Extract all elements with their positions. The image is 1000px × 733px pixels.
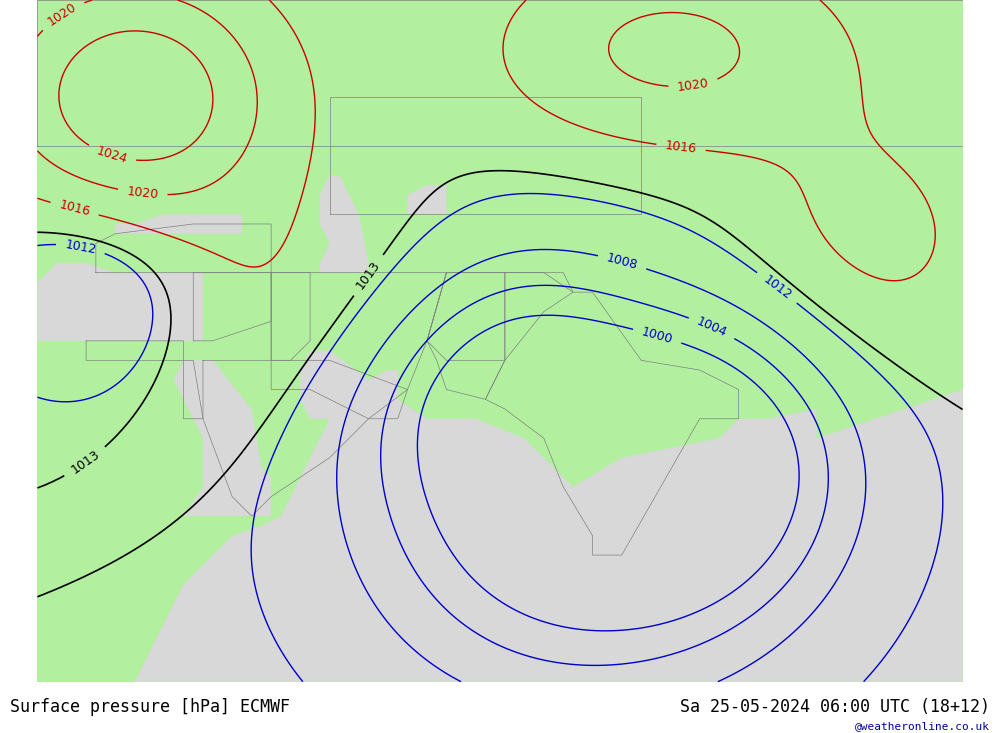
Polygon shape <box>135 389 963 682</box>
Text: 1008: 1008 <box>605 251 639 272</box>
Text: 1013: 1013 <box>69 448 102 477</box>
Polygon shape <box>407 185 446 214</box>
Text: Sa 25-05-2024 06:00 UTC (18+12): Sa 25-05-2024 06:00 UTC (18+12) <box>680 699 990 716</box>
Text: 1000: 1000 <box>640 325 674 346</box>
Text: 1012: 1012 <box>64 237 97 256</box>
Text: Surface pressure [hPa] ECMWF: Surface pressure [hPa] ECMWF <box>10 699 290 716</box>
Polygon shape <box>300 350 398 419</box>
Text: 1013: 1013 <box>354 259 383 292</box>
Polygon shape <box>115 214 242 234</box>
Text: Surface pressure [hPa] ECMWF: Surface pressure [hPa] ECMWF <box>10 699 290 716</box>
Text: @weatheronline.co.uk: @weatheronline.co.uk <box>855 721 990 731</box>
Polygon shape <box>622 409 816 584</box>
Text: 1020: 1020 <box>45 0 79 29</box>
Polygon shape <box>320 175 369 273</box>
Text: 1020: 1020 <box>677 77 710 94</box>
Text: 1020: 1020 <box>126 185 159 202</box>
Text: 1016: 1016 <box>665 139 697 156</box>
Text: 1012: 1012 <box>760 273 794 303</box>
Text: 1016: 1016 <box>58 199 91 219</box>
Polygon shape <box>154 361 271 516</box>
Text: Sa 25-05-2024 06:00 UTC (18+12): Sa 25-05-2024 06:00 UTC (18+12) <box>680 699 990 716</box>
Polygon shape <box>37 263 203 341</box>
Text: 1004: 1004 <box>695 315 729 340</box>
Text: 1024: 1024 <box>95 144 129 166</box>
Text: @weatheronline.co.uk: @weatheronline.co.uk <box>855 722 990 732</box>
